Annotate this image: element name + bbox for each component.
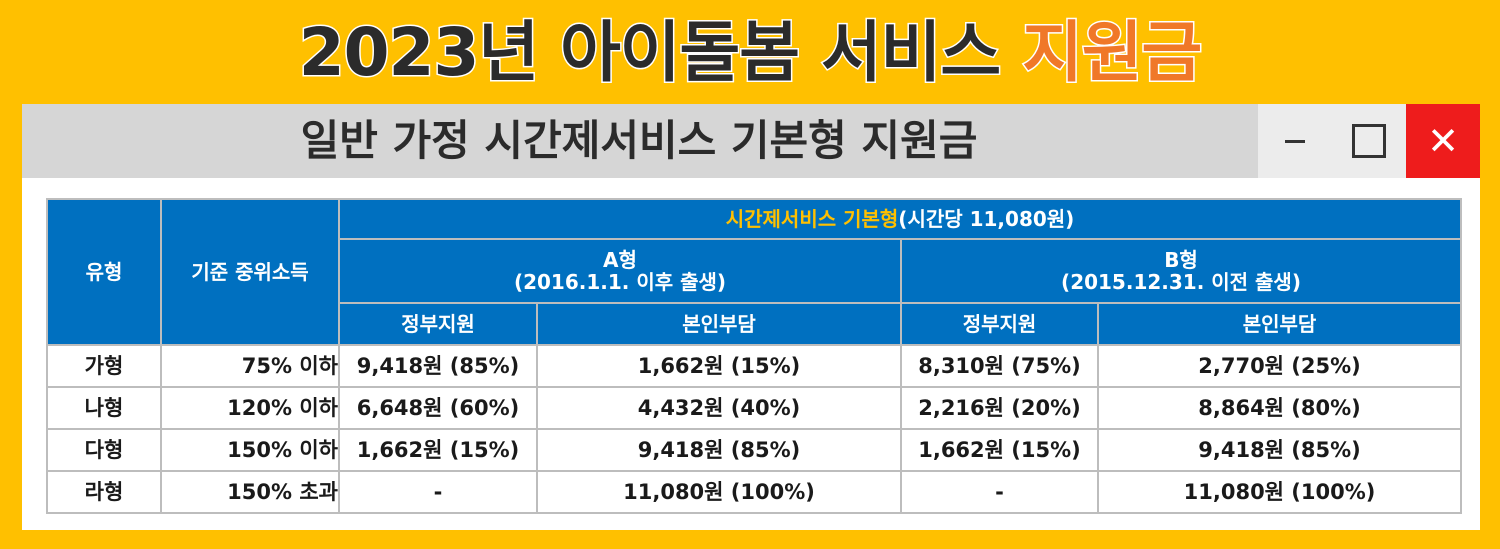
cell-b-gov: 1,662원 (15%) (900, 428, 1099, 472)
cell-type: 가형 (46, 344, 162, 388)
cell-type: 라형 (46, 470, 162, 514)
window-title: 일반 가정 시간제서비스 기본형 지원금 (300, 116, 978, 165)
banner-title-accent: 지원금 (1021, 13, 1204, 93)
header-group-a-name: A형 (603, 248, 637, 272)
close-icon: ✕ (1427, 119, 1459, 163)
cell-a-self: 1,662원 (15%) (536, 344, 902, 388)
cell-type: 다형 (46, 428, 162, 472)
cell-a-gov: 6,648원 (60%) (338, 386, 538, 430)
maximize-icon (1352, 124, 1386, 158)
banner-title: 2023년 아이돌봄 서비스 지원금 (0, 8, 1500, 98)
header-service-highlight: 시간제서비스 기본형 (725, 207, 899, 231)
table-row: 가형 75% 이하 9,418원 (85%) 1,662원 (15%) 8,31… (46, 344, 1463, 388)
cell-income: 150% 이하 (160, 428, 340, 472)
info-window: 일반 가정 시간제서비스 기본형 지원금 ✕ 유형 기준 중위소득 시간제서비스… (22, 104, 1480, 530)
cell-a-gov: 9,418원 (85%) (338, 344, 538, 388)
header-group-b-sub: (2015.12.31. 이전 출생) (1061, 270, 1301, 294)
subsidy-table: 유형 기준 중위소득 시간제서비스 기본형(시간당 11,080원) A형 (20… (46, 198, 1463, 514)
header-type: 유형 (46, 198, 162, 346)
cell-income: 120% 이하 (160, 386, 340, 430)
cell-income: 150% 초과 (160, 470, 340, 514)
header-service-rate: (시간당 11,080원) (898, 207, 1075, 231)
window-titlebar: 일반 가정 시간제서비스 기본형 지원금 ✕ (22, 104, 1480, 178)
cell-b-self: 8,864원 (80%) (1096, 386, 1463, 430)
header-group-b: B형 (2015.12.31. 이전 출생) (899, 238, 1463, 304)
cell-b-self: 2,770원 (25%) (1096, 344, 1463, 388)
header-a-gov: 정부지원 (338, 302, 538, 346)
cell-type: 나형 (46, 386, 162, 430)
cell-a-self: 9,418원 (85%) (536, 428, 902, 472)
cell-income: 75% 이하 (160, 344, 340, 388)
header-income: 기준 중위소득 (160, 198, 340, 346)
header-group-a-sub: (2016.1.1. 이후 출생) (513, 270, 727, 294)
header-a-self: 본인부담 (536, 302, 902, 346)
cell-b-gov: 2,216원 (20%) (900, 386, 1099, 430)
cell-a-gov: 1,662원 (15%) (338, 428, 538, 472)
cell-b-self: 9,418원 (85%) (1096, 428, 1463, 472)
table-row: 라형 150% 초과 - 11,080원 (100%) - 11,080원 (1… (46, 470, 1463, 514)
close-button[interactable]: ✕ (1406, 104, 1480, 178)
cell-b-gov: - (900, 470, 1099, 514)
cell-a-self: 4,432원 (40%) (536, 386, 902, 430)
cell-a-gov: - (338, 470, 538, 514)
maximize-button[interactable] (1332, 104, 1406, 178)
banner-title-main: 2023년 아이돌봄 서비스 (297, 13, 1002, 93)
cell-b-self: 11,080원 (100%) (1096, 470, 1463, 514)
header-b-gov: 정부지원 (900, 302, 1099, 346)
header-service: 시간제서비스 기본형(시간당 11,080원) (337, 198, 1463, 240)
header-group-b-name: B형 (1164, 248, 1198, 272)
table-row: 나형 120% 이하 6,648원 (60%) 4,432원 (40%) 2,2… (46, 386, 1463, 430)
cell-b-gov: 8,310원 (75%) (900, 344, 1099, 388)
minimize-icon (1285, 139, 1305, 143)
table-row: 다형 150% 이하 1,662원 (15%) 9,418원 (85%) 1,6… (46, 428, 1463, 472)
minimize-button[interactable] (1258, 104, 1332, 178)
header-group-a: A형 (2016.1.1. 이후 출생) (338, 238, 902, 304)
header-b-self: 본인부담 (1096, 302, 1463, 346)
cell-a-self: 11,080원 (100%) (536, 470, 902, 514)
